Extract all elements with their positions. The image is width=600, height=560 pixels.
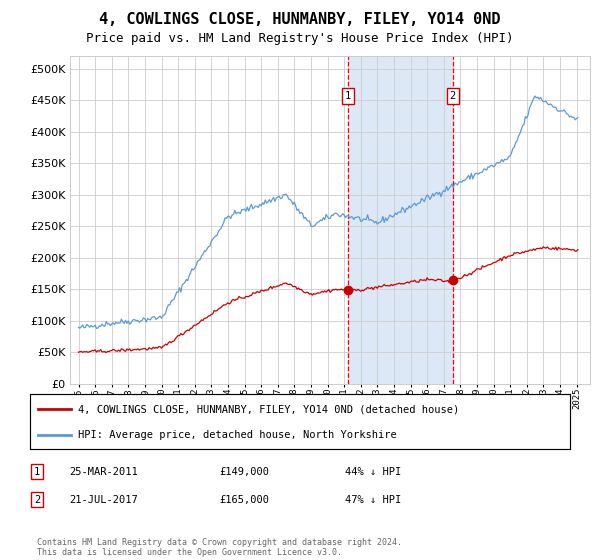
Text: HPI: Average price, detached house, North Yorkshire: HPI: Average price, detached house, Nort… xyxy=(77,431,396,440)
Text: Contains HM Land Registry data © Crown copyright and database right 2024.
This d: Contains HM Land Registry data © Crown c… xyxy=(37,538,402,557)
Bar xyxy=(348,56,453,384)
Text: 47% ↓ HPI: 47% ↓ HPI xyxy=(345,494,401,505)
Text: 25-MAR-2011: 25-MAR-2011 xyxy=(69,466,138,477)
Text: 21-JUL-2017: 21-JUL-2017 xyxy=(69,494,138,505)
Text: 4, COWLINGS CLOSE, HUNMANBY, FILEY, YO14 0ND: 4, COWLINGS CLOSE, HUNMANBY, FILEY, YO14… xyxy=(99,12,501,27)
Text: £149,000: £149,000 xyxy=(219,466,269,477)
Text: 1: 1 xyxy=(34,466,40,477)
Text: 4, COWLINGS CLOSE, HUNMANBY, FILEY, YO14 0ND (detached house): 4, COWLINGS CLOSE, HUNMANBY, FILEY, YO14… xyxy=(77,404,459,414)
Text: 1: 1 xyxy=(345,91,351,101)
Text: 2: 2 xyxy=(34,494,40,505)
Text: Price paid vs. HM Land Registry's House Price Index (HPI): Price paid vs. HM Land Registry's House … xyxy=(86,32,514,45)
Text: £165,000: £165,000 xyxy=(219,494,269,505)
Text: 44% ↓ HPI: 44% ↓ HPI xyxy=(345,466,401,477)
Text: 2: 2 xyxy=(450,91,456,101)
